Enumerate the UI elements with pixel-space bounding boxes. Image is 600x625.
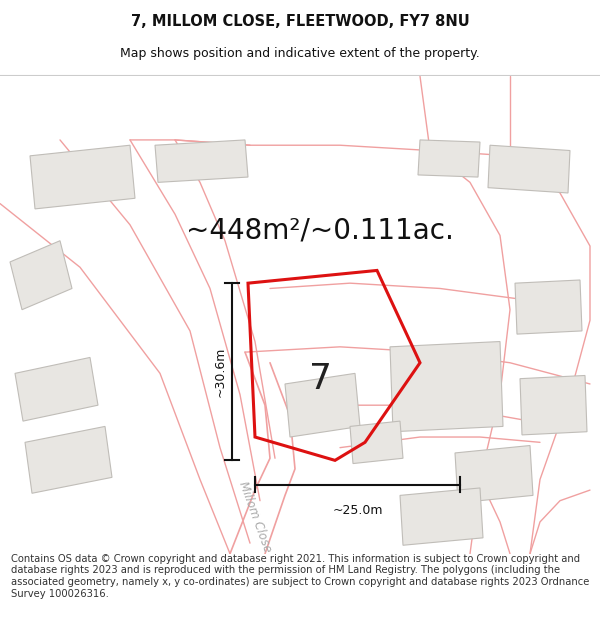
Polygon shape	[418, 140, 480, 177]
Text: Millom Close: Millom Close	[236, 479, 274, 554]
Polygon shape	[10, 241, 72, 310]
Polygon shape	[285, 373, 360, 437]
Text: 7, MILLOM CLOSE, FLEETWOOD, FY7 8NU: 7, MILLOM CLOSE, FLEETWOOD, FY7 8NU	[131, 14, 469, 29]
Text: Contains OS data © Crown copyright and database right 2021. This information is : Contains OS data © Crown copyright and d…	[11, 554, 589, 599]
Polygon shape	[515, 280, 582, 334]
Polygon shape	[155, 140, 248, 182]
Polygon shape	[390, 341, 503, 432]
Polygon shape	[30, 145, 135, 209]
Text: ~30.6m: ~30.6m	[214, 347, 227, 397]
Polygon shape	[25, 426, 112, 493]
Polygon shape	[350, 421, 403, 464]
Text: ~25.0m: ~25.0m	[332, 504, 383, 517]
Text: 7: 7	[308, 362, 331, 396]
Polygon shape	[455, 446, 533, 503]
Polygon shape	[488, 145, 570, 193]
Polygon shape	[520, 376, 587, 435]
Text: ~448m²/~0.111ac.: ~448m²/~0.111ac.	[186, 216, 454, 244]
Polygon shape	[15, 357, 98, 421]
Polygon shape	[400, 488, 483, 545]
Text: Map shows position and indicative extent of the property.: Map shows position and indicative extent…	[120, 48, 480, 60]
